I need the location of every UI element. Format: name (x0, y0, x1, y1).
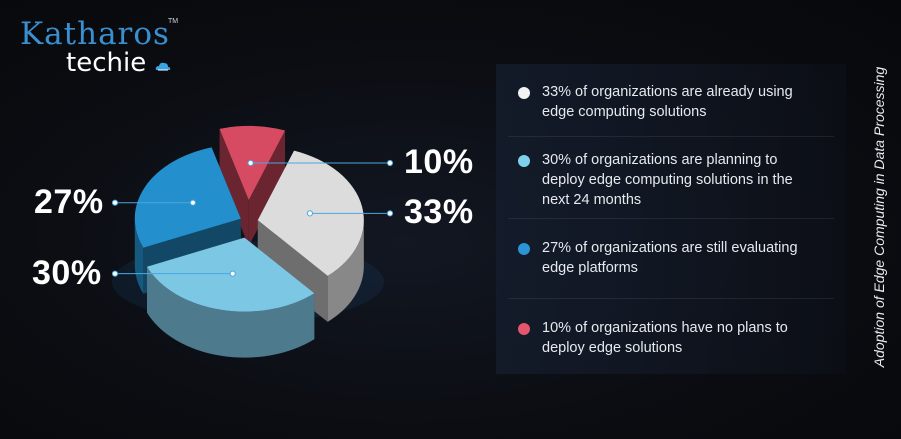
slice-wall (219, 128, 249, 247)
legend-panel: 33% of organizations are already using e… (496, 64, 846, 374)
slice-rim (147, 266, 315, 358)
leader-dot (247, 159, 254, 167)
logo-trademark: TM (168, 18, 179, 25)
leader-end-dot (386, 159, 394, 167)
side-title: Adoption of Edge Computing in Data Proce… (861, 57, 897, 377)
slice-wall (248, 130, 286, 247)
logo-subtitle: techie (66, 48, 147, 78)
slice-label-30: 30% (32, 253, 102, 292)
legend-text: 27% of organizations are still evaluatin… (542, 240, 798, 276)
legend-divider (508, 298, 834, 299)
legend-text: 33% of organizations are already using e… (542, 84, 793, 120)
legend-dot (518, 243, 530, 255)
side-title-text: Adoption of Edge Computing in Data Proce… (871, 66, 887, 368)
slice-top (134, 147, 241, 248)
leader-dot (229, 270, 236, 277)
leader-dot (189, 199, 196, 206)
leader-end-dot (386, 210, 394, 217)
leader-end-dot (111, 199, 119, 206)
slice-rim (327, 220, 364, 322)
legend-text: 30% of organizations are planning to dep… (542, 152, 793, 208)
legend-divider (508, 136, 834, 137)
slice-rim (134, 218, 144, 294)
logo-brand: Katharos (20, 16, 170, 52)
legend-text: 10% of organizations have no plans to de… (542, 320, 788, 356)
slice-label-33: 33% (404, 193, 474, 232)
legend-dot (518, 155, 530, 167)
leader-dot (306, 210, 314, 217)
legend-dot (518, 87, 530, 99)
legend-dot (518, 323, 530, 335)
legend-divider (508, 218, 834, 219)
logo: Katharos TM techie (20, 12, 190, 78)
slice-label-10: 10% (404, 143, 474, 182)
cloud-icon (155, 62, 171, 71)
slice-label-27: 27% (34, 182, 104, 221)
leader-end-dot (111, 270, 119, 277)
